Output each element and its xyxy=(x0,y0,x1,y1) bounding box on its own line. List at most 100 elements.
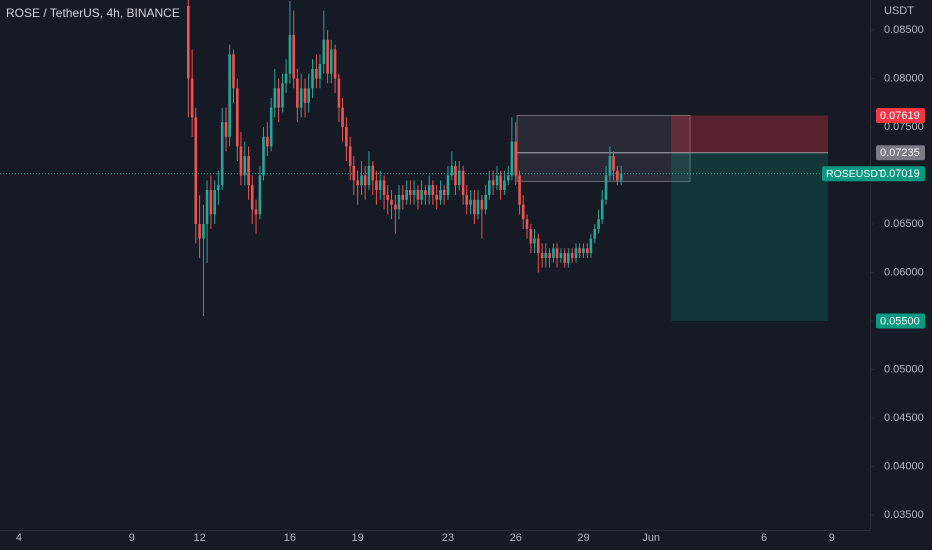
candle-body xyxy=(371,165,375,181)
y-tick-label: 0.04000 xyxy=(884,460,924,472)
x-tick-label: 9 xyxy=(829,532,835,544)
y-tick-label: 0.04500 xyxy=(884,412,924,424)
candle-body xyxy=(194,117,198,225)
candle-body xyxy=(582,248,585,254)
candle-body xyxy=(394,204,397,210)
candle-body xyxy=(375,180,378,191)
candle-body xyxy=(341,107,344,128)
candle-body xyxy=(254,209,258,215)
plot-area xyxy=(0,0,870,322)
candle-body xyxy=(217,185,220,191)
candle-body xyxy=(586,248,589,254)
candle-body xyxy=(600,199,604,220)
candle-body xyxy=(533,238,536,244)
candle-body xyxy=(473,199,476,215)
candle-body xyxy=(604,175,608,200)
candle-body xyxy=(401,194,405,200)
candle-body xyxy=(296,78,299,108)
candle-body xyxy=(187,5,190,79)
candle-body xyxy=(495,175,499,186)
stop-price-label: 0.07619 xyxy=(880,110,920,122)
candle-body xyxy=(521,204,525,220)
candle-body xyxy=(250,185,254,210)
x-tick-label: 26 xyxy=(510,532,522,544)
candle-body xyxy=(236,88,239,147)
candle-body xyxy=(209,190,213,215)
candle-body xyxy=(525,219,529,229)
candle-body xyxy=(266,136,269,147)
candle-body xyxy=(597,219,600,229)
candle-body xyxy=(220,122,224,186)
candle-body xyxy=(435,194,438,200)
last-price-value: 0.07019 xyxy=(880,168,920,180)
candle-body xyxy=(461,170,465,195)
candle-body xyxy=(322,39,326,65)
candle-body xyxy=(397,194,401,210)
candle-body xyxy=(326,39,329,74)
candle-body xyxy=(243,156,247,176)
y-tick-label: 0.08500 xyxy=(884,24,924,36)
candle-body xyxy=(213,190,217,215)
zone-box xyxy=(516,115,691,154)
candle-body xyxy=(608,156,612,176)
candle-body xyxy=(446,175,450,195)
candle-body xyxy=(424,190,427,195)
candle-body xyxy=(499,175,502,191)
candle-body xyxy=(378,180,382,191)
candle-body xyxy=(537,238,540,254)
candle-body xyxy=(442,190,446,195)
y-tick-label: 0.05000 xyxy=(884,363,924,375)
candle-body xyxy=(567,253,570,263)
y-axis-label: USDT xyxy=(884,5,914,17)
candle-body xyxy=(367,165,371,186)
candle-body xyxy=(412,190,416,195)
candle-body xyxy=(420,190,423,200)
candle-body xyxy=(360,175,363,186)
price-axis: 0.03500 0.04000 0.04500 0.05000 0.05500 0.060… xyxy=(822,24,925,521)
candle-body xyxy=(548,253,551,258)
y-tick-label: 0.08000 xyxy=(884,72,924,84)
candle-body xyxy=(337,78,341,108)
y-tick-label: 0.06000 xyxy=(884,266,924,278)
candle-body xyxy=(559,253,563,258)
candle-body xyxy=(514,141,518,176)
candle-body xyxy=(619,173,623,181)
candle-body xyxy=(311,68,314,89)
candle-body xyxy=(284,73,288,84)
candle-body xyxy=(273,88,277,108)
candle-body xyxy=(288,34,292,74)
target-price-box xyxy=(876,313,925,329)
candle-body xyxy=(616,170,619,181)
candle-body xyxy=(390,199,393,205)
candle-body xyxy=(318,64,322,79)
target-price-label: 0.05500 xyxy=(880,315,920,327)
candle-body xyxy=(363,175,367,186)
candle-body xyxy=(578,248,581,254)
stop-zone xyxy=(671,115,829,153)
candle-body xyxy=(247,156,250,186)
candle-body xyxy=(488,180,491,195)
candle-body xyxy=(416,190,420,200)
zone-box xyxy=(516,152,691,182)
x-tick-label: 16 xyxy=(284,532,296,544)
candle-body xyxy=(190,78,194,118)
candle-body xyxy=(431,185,435,195)
candle-body xyxy=(506,175,510,181)
candle-body xyxy=(232,54,235,89)
candle-body xyxy=(303,88,307,103)
candle-body xyxy=(277,88,280,108)
candle-body xyxy=(465,194,469,205)
candle-body xyxy=(281,83,284,108)
stop-price-box xyxy=(876,108,925,124)
y-tick-label: 0.03500 xyxy=(884,509,924,521)
candle-body xyxy=(405,190,408,200)
candle-body xyxy=(491,180,495,186)
candle-body xyxy=(386,194,389,200)
candle-body xyxy=(333,49,337,79)
candle-body xyxy=(198,224,201,239)
candle-body xyxy=(382,180,386,195)
candle-body xyxy=(329,49,333,74)
candle-body xyxy=(348,146,352,166)
x-tick-label: 19 xyxy=(352,532,364,544)
